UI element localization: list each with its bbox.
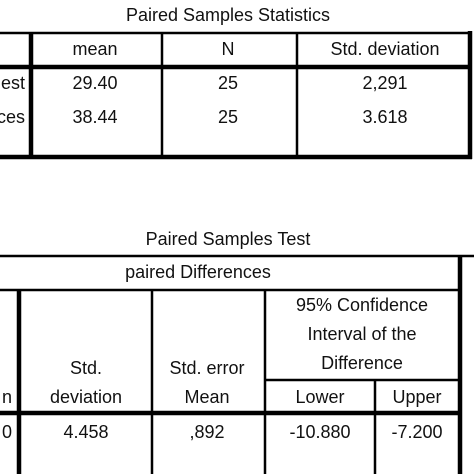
table-2-grid [0,254,474,474]
cell: 2,291 [362,73,407,93]
cell: 25 [218,73,238,93]
cell: 29.40 [72,73,117,93]
column-header: deviation [50,387,122,407]
cell: 25 [218,107,238,127]
cell: 3.618 [362,107,407,127]
cell: 0 [2,422,12,442]
column-header: Difference [321,353,403,373]
cell: ,892 [189,422,224,442]
column-header: N [222,39,235,59]
cell: 38.44 [72,107,117,127]
table-title: Paired Samples Statistics [126,5,330,25]
cell: 4.458 [63,422,108,442]
column-header: mean [72,39,117,59]
column-header: Upper [392,387,441,407]
column-header: n [2,387,12,407]
row-label: est [1,73,25,93]
group-header: paired Differences [125,262,271,282]
column-header: 95% Confidence [296,295,428,315]
column-header: Mean [184,387,229,407]
cell: -10.880 [289,422,350,442]
cell: -7.200 [391,422,442,442]
row-label: ces [0,107,25,127]
column-header: Std. error [169,358,244,378]
column-header: Lower [295,387,344,407]
column-header: Std. deviation [330,39,439,59]
column-header: Interval of the [307,324,416,344]
table-1-grid [0,31,473,160]
table-title: Paired Samples Test [146,229,311,249]
column-header: Std. [70,358,102,378]
